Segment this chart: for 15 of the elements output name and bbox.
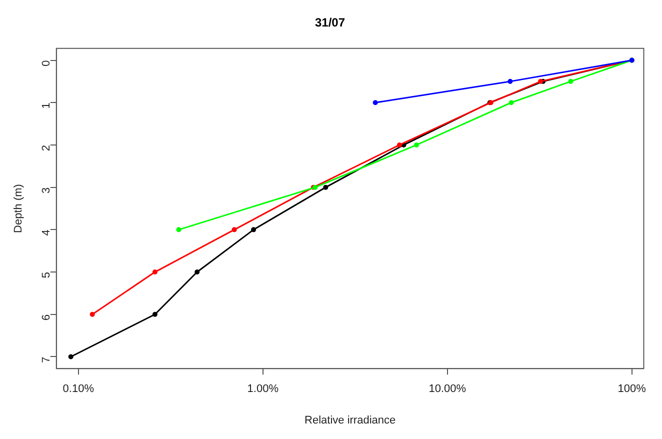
- y-tick-label: 3: [40, 187, 52, 194]
- y-tick-label: 2: [40, 144, 52, 152]
- x-tick-label: 0.10%: [62, 383, 94, 396]
- y-tick-label: 1: [40, 102, 52, 109]
- chart-title: 31/07: [314, 16, 346, 30]
- y-tick-label: 7: [40, 356, 52, 363]
- x-tick-label: 1.00%: [247, 383, 279, 396]
- y-tick-label: 6: [40, 314, 52, 321]
- y-axis-title: Depth (m): [12, 184, 25, 233]
- x-tick-label: 10.00%: [428, 383, 466, 396]
- y-tick-label: 0: [40, 60, 52, 66]
- x-tick-label: 100%: [618, 383, 646, 396]
- y-tick-label: 4: [40, 230, 52, 236]
- x-axis-title: Relative irradiance: [304, 414, 396, 426]
- y-tick-label: 5: [40, 272, 52, 278]
